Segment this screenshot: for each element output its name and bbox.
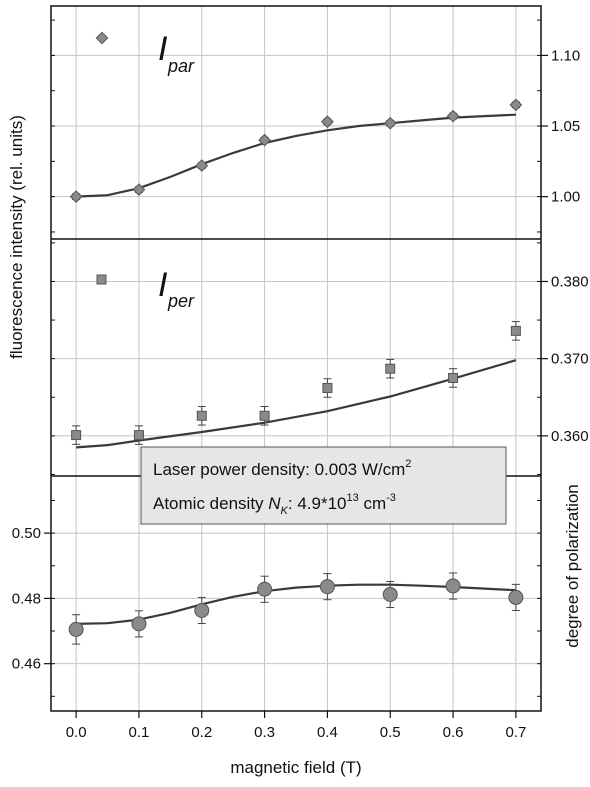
grid-lines	[51, 6, 541, 711]
legend-per: I per	[96, 266, 195, 311]
panel-per-y-tick-label: 0.360	[551, 428, 589, 445]
x-tick-label: 0.5	[380, 724, 401, 741]
x-tick-label: 0.3	[254, 724, 275, 741]
panel-degree-y-tick-label: 0.46	[12, 656, 41, 673]
right-axis-title: degree of polarization	[563, 484, 582, 648]
panel-degree-y-tick-label: 0.48	[12, 590, 41, 607]
x-tick-label: 0.7	[505, 724, 526, 741]
panel-per-point	[133, 430, 144, 441]
panel-par-point	[509, 98, 523, 112]
x-tick-label: 0.4	[317, 724, 338, 741]
panel-degree-fit-curve	[76, 583, 516, 625]
panel-degree-point	[131, 616, 147, 632]
panel-par-point	[383, 116, 397, 130]
panel-degree-y-tick-label: 0.50	[12, 525, 41, 542]
panel-degree-point	[319, 579, 335, 595]
panel-degree-point	[445, 578, 461, 594]
annotation-box: Laser power density: 0.003 W/cm2 Atomic …	[140, 446, 507, 525]
x-tick-label: 0.2	[191, 724, 212, 741]
annotation-background	[140, 446, 507, 525]
x-tick-label: 0.1	[129, 724, 150, 741]
panel-per-point	[196, 410, 207, 421]
x-tick-label: 0.0	[66, 724, 87, 741]
data-layer	[68, 98, 524, 645]
panel-par-y-tick-label: 1.00	[551, 189, 580, 206]
x-tick-label: 0.6	[443, 724, 464, 741]
legend-par: I par	[95, 30, 195, 76]
panel-par-point	[69, 190, 83, 204]
x-axis-title: magnetic field (T)	[230, 758, 361, 777]
left-axis-title: fluorescence intensity (rel. units)	[7, 115, 26, 359]
panel-degree-point	[68, 621, 84, 637]
panel-par-point	[195, 159, 209, 172]
legend-per-main: I	[158, 266, 168, 304]
panel-degree-point	[382, 586, 398, 602]
panel-per-point	[510, 325, 521, 336]
legend-per-marker	[96, 274, 107, 285]
annotation-line2: Atomic density NK: 4.9*1013 cm-3	[153, 492, 396, 517]
legend-par-main: I	[158, 30, 168, 68]
panel-per-point	[71, 430, 82, 441]
panel-per-y-tick-label: 0.380	[551, 273, 589, 290]
panel-per-point	[448, 372, 459, 383]
panel-per-point	[322, 382, 333, 393]
panel-degree-point	[257, 581, 273, 597]
panel-per-point	[385, 363, 396, 374]
panel-degree-point	[194, 602, 210, 618]
legend-par-sub: par	[167, 56, 195, 76]
panel-par-point	[258, 133, 271, 147]
legend-par-marker	[95, 31, 109, 45]
panel-par-fit-curve	[76, 113, 516, 198]
panel-par-y-tick-label: 1.10	[551, 47, 580, 64]
legend-per-sub: per	[167, 291, 195, 311]
annotation-line1: Laser power density: 0.003 W/cm2	[153, 458, 411, 479]
axis-ticks: 0.0 0.1 0.2 0.3 0.4 0.5 0.6 0.7 1.00 1.05 1.10 0.36…	[12, 19, 589, 741]
panel-par-point	[446, 109, 460, 123]
panel-par-point	[321, 115, 334, 129]
panel-per-point	[259, 410, 270, 421]
panel-degree-point	[508, 589, 524, 605]
panel-per-y-tick-label: 0.370	[551, 351, 589, 368]
panel-par-y-tick-label: 1.05	[551, 118, 580, 135]
panel-par-point	[132, 183, 146, 196]
